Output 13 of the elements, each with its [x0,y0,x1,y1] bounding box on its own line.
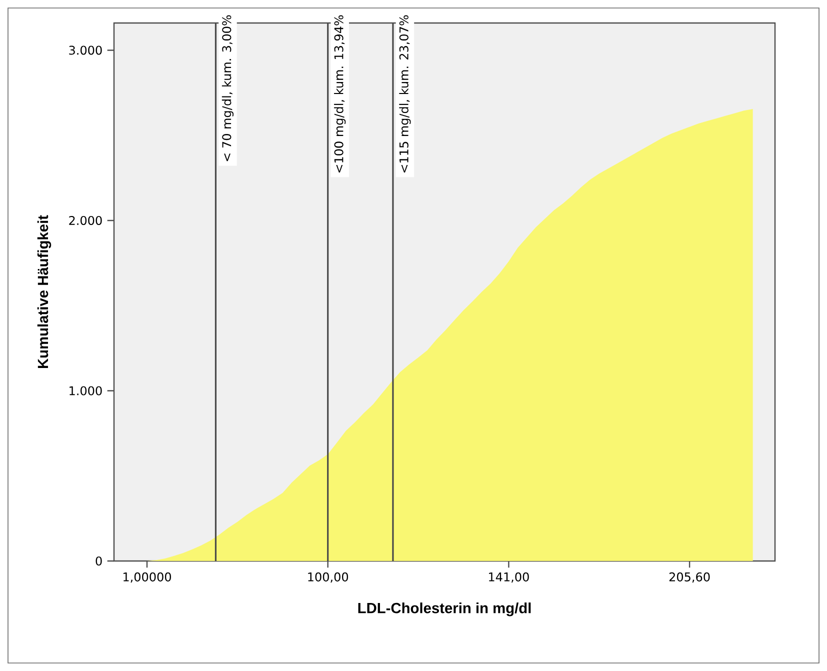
annotation: <100 mg/dl, kum. 13,94% [334,15,346,173]
x-tick-label: 1,00000 [124,572,172,583]
annotation: < 70 mg/dl, kum. 3,00% [222,15,234,162]
x-axis-title: LDL-Cholesterin in mg/dl [358,602,531,616]
y-tick-label: 2.000 [69,216,102,226]
x-tick-label: 141,00 [489,572,529,583]
y-tick-label: 3.000 [69,46,102,55]
y-tick-label: 0 [96,556,102,566]
y-tick-label: 1.000 [70,386,102,396]
y-axis-title: Kumulative Häufigkeit [37,215,52,368]
x-tick-label: 205,60 [669,572,710,583]
x-tick-label: 100,00 [308,572,348,583]
annotation: <115 mg/dl, kum. 23,07% [399,15,411,173]
